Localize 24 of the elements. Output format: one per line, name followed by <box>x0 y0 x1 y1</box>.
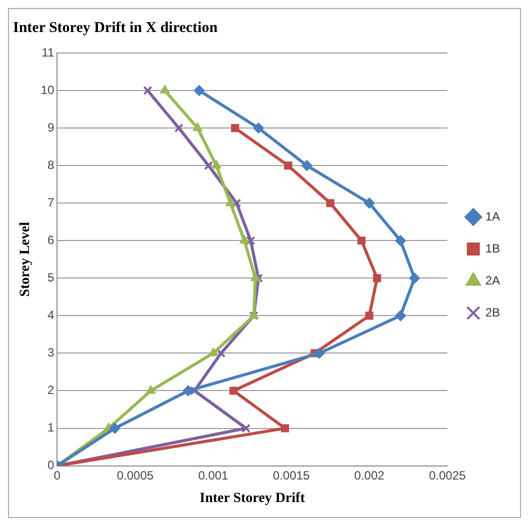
y-tick-label: 7 <box>47 195 54 210</box>
y-tick-label: 8 <box>47 158 54 172</box>
x-tick-label: 0.0005 <box>116 468 154 482</box>
y-tick-label: 5 <box>47 270 54 284</box>
chart-title: Inter Storey Drift in X direction <box>13 20 218 36</box>
x-tick-label: 0.001 <box>198 468 229 482</box>
y-tick-label: 1 <box>47 420 54 435</box>
legend-label: 2A <box>485 273 500 288</box>
y-axis-title: Storey Level <box>18 222 34 297</box>
x-axis-title: Inter Storey Drift <box>200 491 306 506</box>
x-tick-label: 0.0015 <box>272 468 310 482</box>
legend-label: 2B <box>485 305 500 320</box>
legend-label: 1A <box>485 209 500 224</box>
y-tick-label: 6 <box>47 232 54 247</box>
legend-label: 1B <box>485 241 500 256</box>
y-tick-label: 4 <box>47 308 54 322</box>
y-tick-label: 0 <box>47 458 54 472</box>
y-tick-label: 2 <box>47 383 54 398</box>
y-tick-label: 3 <box>47 346 54 360</box>
y-tick-label: 10 <box>40 82 54 97</box>
y-tick-label: 9 <box>47 120 54 134</box>
x-tick-label: 0.002 <box>354 468 385 482</box>
y-tick-label: 11 <box>42 45 54 60</box>
x-tick-label: 0.0025 <box>428 468 466 482</box>
